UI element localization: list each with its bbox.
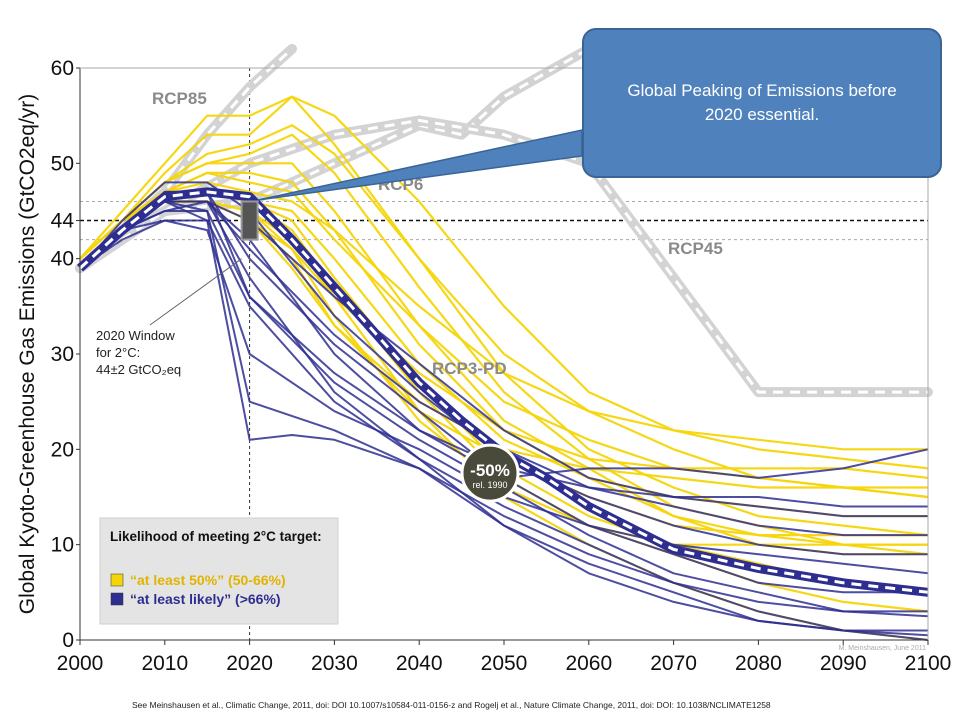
scenario-line-likely [79,190,928,594]
window-label-line: 44±2 GtCO₂eq [96,362,181,377]
y-tick-label: 60 [51,57,74,80]
reduction-label: -50% [470,461,510,480]
scenario-line-50pct [79,95,929,470]
y-tick-label: 50 [51,152,74,175]
y-tick-label: 20 [51,438,74,461]
legend-box [99,517,339,625]
x-tick-label: 2000 [57,652,104,675]
x-tick-label: 2040 [396,652,443,675]
window-label-line: 2020 Window [96,328,175,343]
rcp-label-rcp85: RCP85 [152,89,207,108]
x-tick-label: 2010 [141,652,188,675]
window-label-line: for 2°C: [96,345,140,360]
legend: Likelihood of meeting 2°C target: “at lea… [99,517,339,625]
scenario-line-50pct [79,124,929,537]
scenario-line-likely [79,200,929,618]
y-tick-label: 0 [62,629,74,652]
x-tick-label: 2050 [481,652,528,675]
x-tick-label: 2100 [905,652,952,675]
legend-entry-label: “at least 50%” (50-66%) [130,572,286,588]
x-tick-label: 2060 [565,652,612,675]
window-box [240,200,259,241]
callout-text: Global Peaking of Emissions before 2020 … [627,81,897,124]
y-tick-label: 10 [51,534,74,557]
rcp-label-rcp45: RCP45 [668,239,723,258]
scenario-line-likely [79,181,928,556]
reduction-circle [460,443,520,503]
rcp-dash-rcp3-pd [78,190,929,594]
scenario-line-likely [79,219,929,575]
scenario-line-50pct [79,181,928,451]
legend-title: Likelihood of meeting 2°C target: [110,529,322,544]
rcp-label-rcp3-pd: RCP3-PD [432,359,507,378]
axes: 2000 2010 2020 2030 2040 2050 2060 2070 2080 2090… [16,57,951,675]
citation-text: See Meinshausen et al., Climatic Change,… [132,700,771,710]
legend-swatch [110,592,124,606]
y-tick-label: 30 [51,343,74,366]
scenarios-likely [79,181,929,641]
legend-swatch [110,573,124,587]
reduction-sublabel: rel. 1990 [472,480,507,490]
scenario-line-likely [79,210,928,508]
x-tick-label: 2070 [650,652,697,675]
watermark: M. Meinshausen, June 2011 [839,645,927,652]
x-tick-label: 2020 [226,652,273,675]
scenario-line-likely [79,200,929,479]
scenario-line-50pct [79,95,929,499]
rcp-dash-rcp45 [79,118,928,394]
window-leader-line [149,258,242,326]
legend-entry-label: “at least likely” (>66%) [130,591,281,607]
y-tick-label: 44 [51,210,75,233]
scenario-line-50pct [79,200,929,479]
y-axis-label: Global Kyoto-Greenhouse Gas Emissions (G… [16,94,39,615]
x-tick-label: 2030 [311,652,358,675]
x-tick-label: 2090 [820,652,867,675]
annotations: 2020 Window for 2°C: 44±2 GtCO₂eq -50%rel. … [96,129,927,652]
rcp-dash-rcp85 [78,47,294,270]
x-tick-label: 2080 [735,652,782,675]
callout-box: Global Peaking of Emissions before 2020 … [582,28,942,178]
y-tick-label: 40 [51,248,74,271]
